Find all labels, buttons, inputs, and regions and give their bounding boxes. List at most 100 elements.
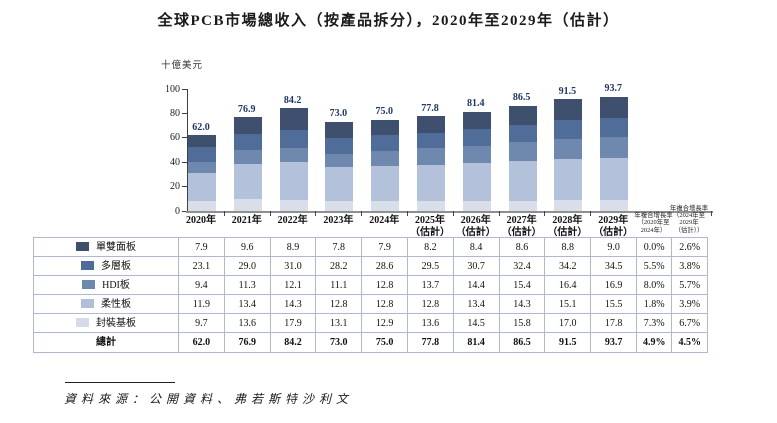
value-cell: 81.4 — [452, 332, 500, 353]
data-table: 單雙面板 7.9 9.6 8.9 7.8 7.9 8.2 8.4 8.6 8.8 9.0 0.0% 2.… — [33, 236, 708, 353]
bar-stack — [279, 108, 308, 211]
bar-segment-封裝基板 — [279, 108, 308, 131]
bar-segment-柔性板 — [371, 135, 400, 151]
legend-swatch — [76, 241, 89, 251]
bar-segment-柔性板 — [279, 130, 308, 148]
bar-stack — [417, 116, 445, 211]
value-cell: 6.7% — [671, 313, 708, 334]
bar-stack — [371, 119, 400, 211]
value-cell: 14.4 — [452, 275, 500, 296]
value-cell: 13.4 — [223, 294, 271, 315]
value-cell: 9.4 — [178, 275, 225, 296]
x-tick-mark — [711, 211, 712, 216]
table-row: 單雙面板 7.9 9.6 8.9 7.8 7.9 8.2 8.4 8.6 8.8 9.0 0.0% 2.… — [33, 236, 708, 258]
value-cell: 76.9 — [223, 332, 271, 353]
bar-segment-多層板 — [508, 161, 537, 201]
value-cell: 16.4 — [544, 275, 592, 296]
x-tick-label: 2025年 （估計） — [410, 215, 450, 238]
bar-segment-HDI板 — [325, 153, 354, 168]
y-axis-unit-label: 十億美元 — [161, 61, 204, 71]
value-cell: 86.5 — [498, 332, 546, 353]
y-tick-label: 20 — [170, 181, 180, 193]
value-cell: 30.7 — [452, 256, 500, 277]
value-cell: 15.8 — [498, 313, 546, 334]
value-cell: 4.5% — [671, 332, 708, 353]
y-tick-label: 100 — [165, 83, 180, 95]
bar-total-label: 91.5 — [558, 85, 577, 97]
value-cell: 28.2 — [315, 256, 363, 277]
bar-segment-單雙面板 — [371, 201, 400, 211]
bar-segment-封裝基板 — [508, 105, 537, 125]
x-tick-label: 2029年 （估計） — [593, 215, 634, 238]
legend-swatch — [82, 279, 96, 289]
value-cell: 73.0 — [315, 332, 363, 353]
value-cell: 32.4 — [498, 256, 546, 277]
bar-stack — [462, 111, 491, 211]
bar-total-label: 77.8 — [421, 102, 439, 114]
x-tick-label: 2021年 — [231, 215, 262, 226]
value-cell: 16.9 — [590, 275, 637, 296]
table-row: HDI板 9.4 11.3 12.1 11.1 12.8 13.7 14.4 15.4 16.4 1… — [33, 275, 708, 296]
value-cell: 7.8 — [315, 236, 363, 258]
bar-segment-封裝基板 — [371, 119, 400, 136]
bar-total-label: 84.2 — [283, 94, 302, 106]
bar-segment-單雙面板 — [508, 200, 537, 211]
bar-segment-多層板 — [371, 166, 400, 202]
bar-segment-單雙面板 — [325, 201, 354, 211]
cagr-header: 年複合增長率 （2020年至 2024年） — [634, 212, 673, 234]
table-row: 總計 62.0 76.9 84.2 73.0 75.0 77.8 81.4 86.5 91.5 93… — [33, 332, 708, 353]
value-cell: 15.1 — [544, 294, 592, 315]
y-tick-mark — [182, 112, 187, 114]
bar-segment-HDI板 — [279, 147, 308, 163]
value-cell: 84.2 — [269, 332, 317, 353]
value-cell: 5.7% — [671, 275, 708, 296]
x-tick-mark — [498, 211, 500, 216]
x-tick-mark — [590, 211, 592, 216]
x-tick-label: 2022年 — [277, 215, 308, 226]
bar-segment-封裝基板 — [554, 99, 583, 121]
value-cell: 8.0% — [635, 275, 673, 296]
value-cell: 13.6 — [223, 313, 271, 334]
value-cell: 4.9% — [635, 332, 673, 353]
value-cell: 0.0% — [635, 236, 673, 258]
value-cell: 17.9 — [269, 313, 317, 334]
value-cell: 62.0 — [178, 332, 225, 353]
bar-stack — [188, 135, 216, 211]
value-cell: 7.3% — [635, 313, 673, 334]
value-cell: 13.4 — [452, 294, 500, 315]
y-tick-mark — [182, 210, 187, 212]
bar-segment-多層板 — [325, 167, 354, 202]
bar-segment-柔性板 — [600, 118, 629, 138]
bar-segment-單雙面板 — [462, 200, 491, 211]
bar-segment-單雙面板 — [233, 199, 262, 211]
value-cell: 1.8% — [635, 294, 673, 315]
value-cell: 15.5 — [590, 294, 637, 315]
bar-segment-HDI板 — [371, 150, 400, 167]
value-cell: 14.3 — [269, 294, 317, 315]
table-row: 封裝基板 9.7 13.6 17.9 13.1 12.9 13.6 14.5 15.8 17.0 1… — [33, 313, 708, 334]
bar-segment-HDI板 — [233, 150, 262, 164]
bar-segment-HDI板 — [600, 137, 629, 158]
bar-segment-單雙面板 — [554, 200, 583, 211]
legend-cell: 封裝基板 — [33, 313, 179, 334]
bar-segment-封裝基板 — [325, 121, 354, 138]
bar-segment-柔性板 — [462, 129, 491, 146]
plot-area — [187, 89, 713, 211]
value-cell: 29.0 — [223, 256, 271, 277]
bar-segment-多層板 — [554, 158, 583, 201]
page-title: 全球PCB市場總收入（按產品拆分），2020年至2029年（估計） — [157, 13, 620, 29]
legend-label: 總計 — [96, 337, 116, 349]
value-cell: 2.6% — [671, 236, 708, 258]
x-tick-label: 2023年 — [323, 215, 354, 226]
bar-segment-HDI板 — [417, 148, 445, 166]
legend-label: 多層板 — [101, 260, 131, 272]
value-cell: 9.6 — [223, 236, 271, 258]
bar-total-label: 73.0 — [329, 108, 348, 120]
bar-segment-HDI板 — [508, 142, 537, 161]
value-cell: 13.7 — [406, 275, 454, 296]
value-cell: 7.9 — [361, 236, 408, 258]
value-cell: 11.3 — [223, 275, 271, 296]
x-tick-label: 2027年 （估計） — [501, 215, 542, 238]
value-cell: 8.8 — [544, 236, 592, 258]
value-cell: 17.0 — [544, 313, 592, 334]
